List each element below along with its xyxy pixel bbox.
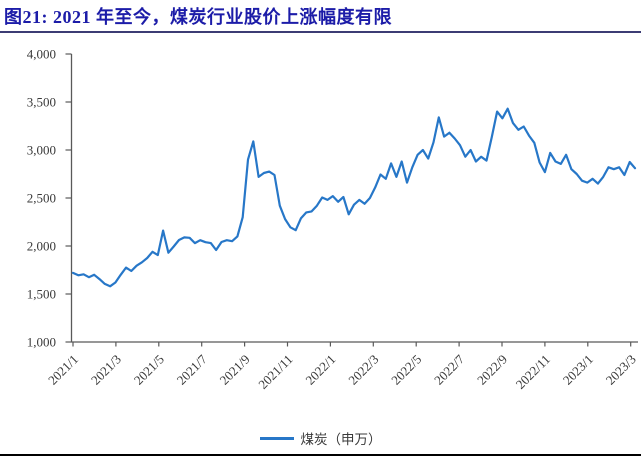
y-tick-label: 3,500 — [27, 95, 56, 110]
y-tick-label: 2,500 — [27, 191, 56, 206]
chart-legend: 煤炭（申万） — [0, 428, 641, 448]
title-underline — [0, 31, 641, 33]
y-tick-label: 1,500 — [27, 287, 56, 302]
x-tick-label: 2022/3 — [345, 352, 381, 388]
legend-line-sample — [259, 436, 294, 440]
legend-label: 煤炭（申万） — [300, 432, 382, 447]
bottom-border — [0, 454, 641, 456]
x-tick-label: 2022/5 — [388, 352, 424, 388]
x-tick-label: 2021/1 — [45, 352, 81, 388]
x-tick-label: 2022/11 — [513, 352, 553, 392]
y-tick-label: 4,000 — [27, 47, 56, 62]
x-tick-label: 2021/9 — [217, 352, 253, 388]
x-tick-label: 2021/7 — [174, 351, 210, 387]
x-tick-label: 2021/5 — [131, 352, 167, 388]
x-tick-label: 2023/3 — [603, 352, 639, 388]
coal-price-line — [71, 107, 637, 288]
x-tick-label: 2023/1 — [560, 352, 596, 388]
x-tick-label: 2021/11 — [255, 352, 295, 392]
chart-canvas: 1,000 1,500 2,000 2,500 3,000 3,500 4,000 2021/… — [27, 47, 639, 392]
x-tick-label: 2022/1 — [302, 352, 338, 388]
x-tick-label: 2021/3 — [88, 352, 124, 388]
y-tick-label: 1,000 — [27, 335, 56, 350]
x-tick-label: 2022/7 — [431, 351, 467, 387]
page-title: 图21: 2021 年至今，煤炭行业股价上涨幅度有限 — [4, 7, 392, 27]
x-tick-label: 2022/9 — [474, 352, 510, 388]
y-tick-label: 3,000 — [27, 143, 56, 158]
coal-price-chart: 1,000 1,500 2,000 2,500 3,000 3,500 4,000 2021/… — [0, 40, 641, 412]
y-tick-label: 2,000 — [27, 239, 56, 254]
